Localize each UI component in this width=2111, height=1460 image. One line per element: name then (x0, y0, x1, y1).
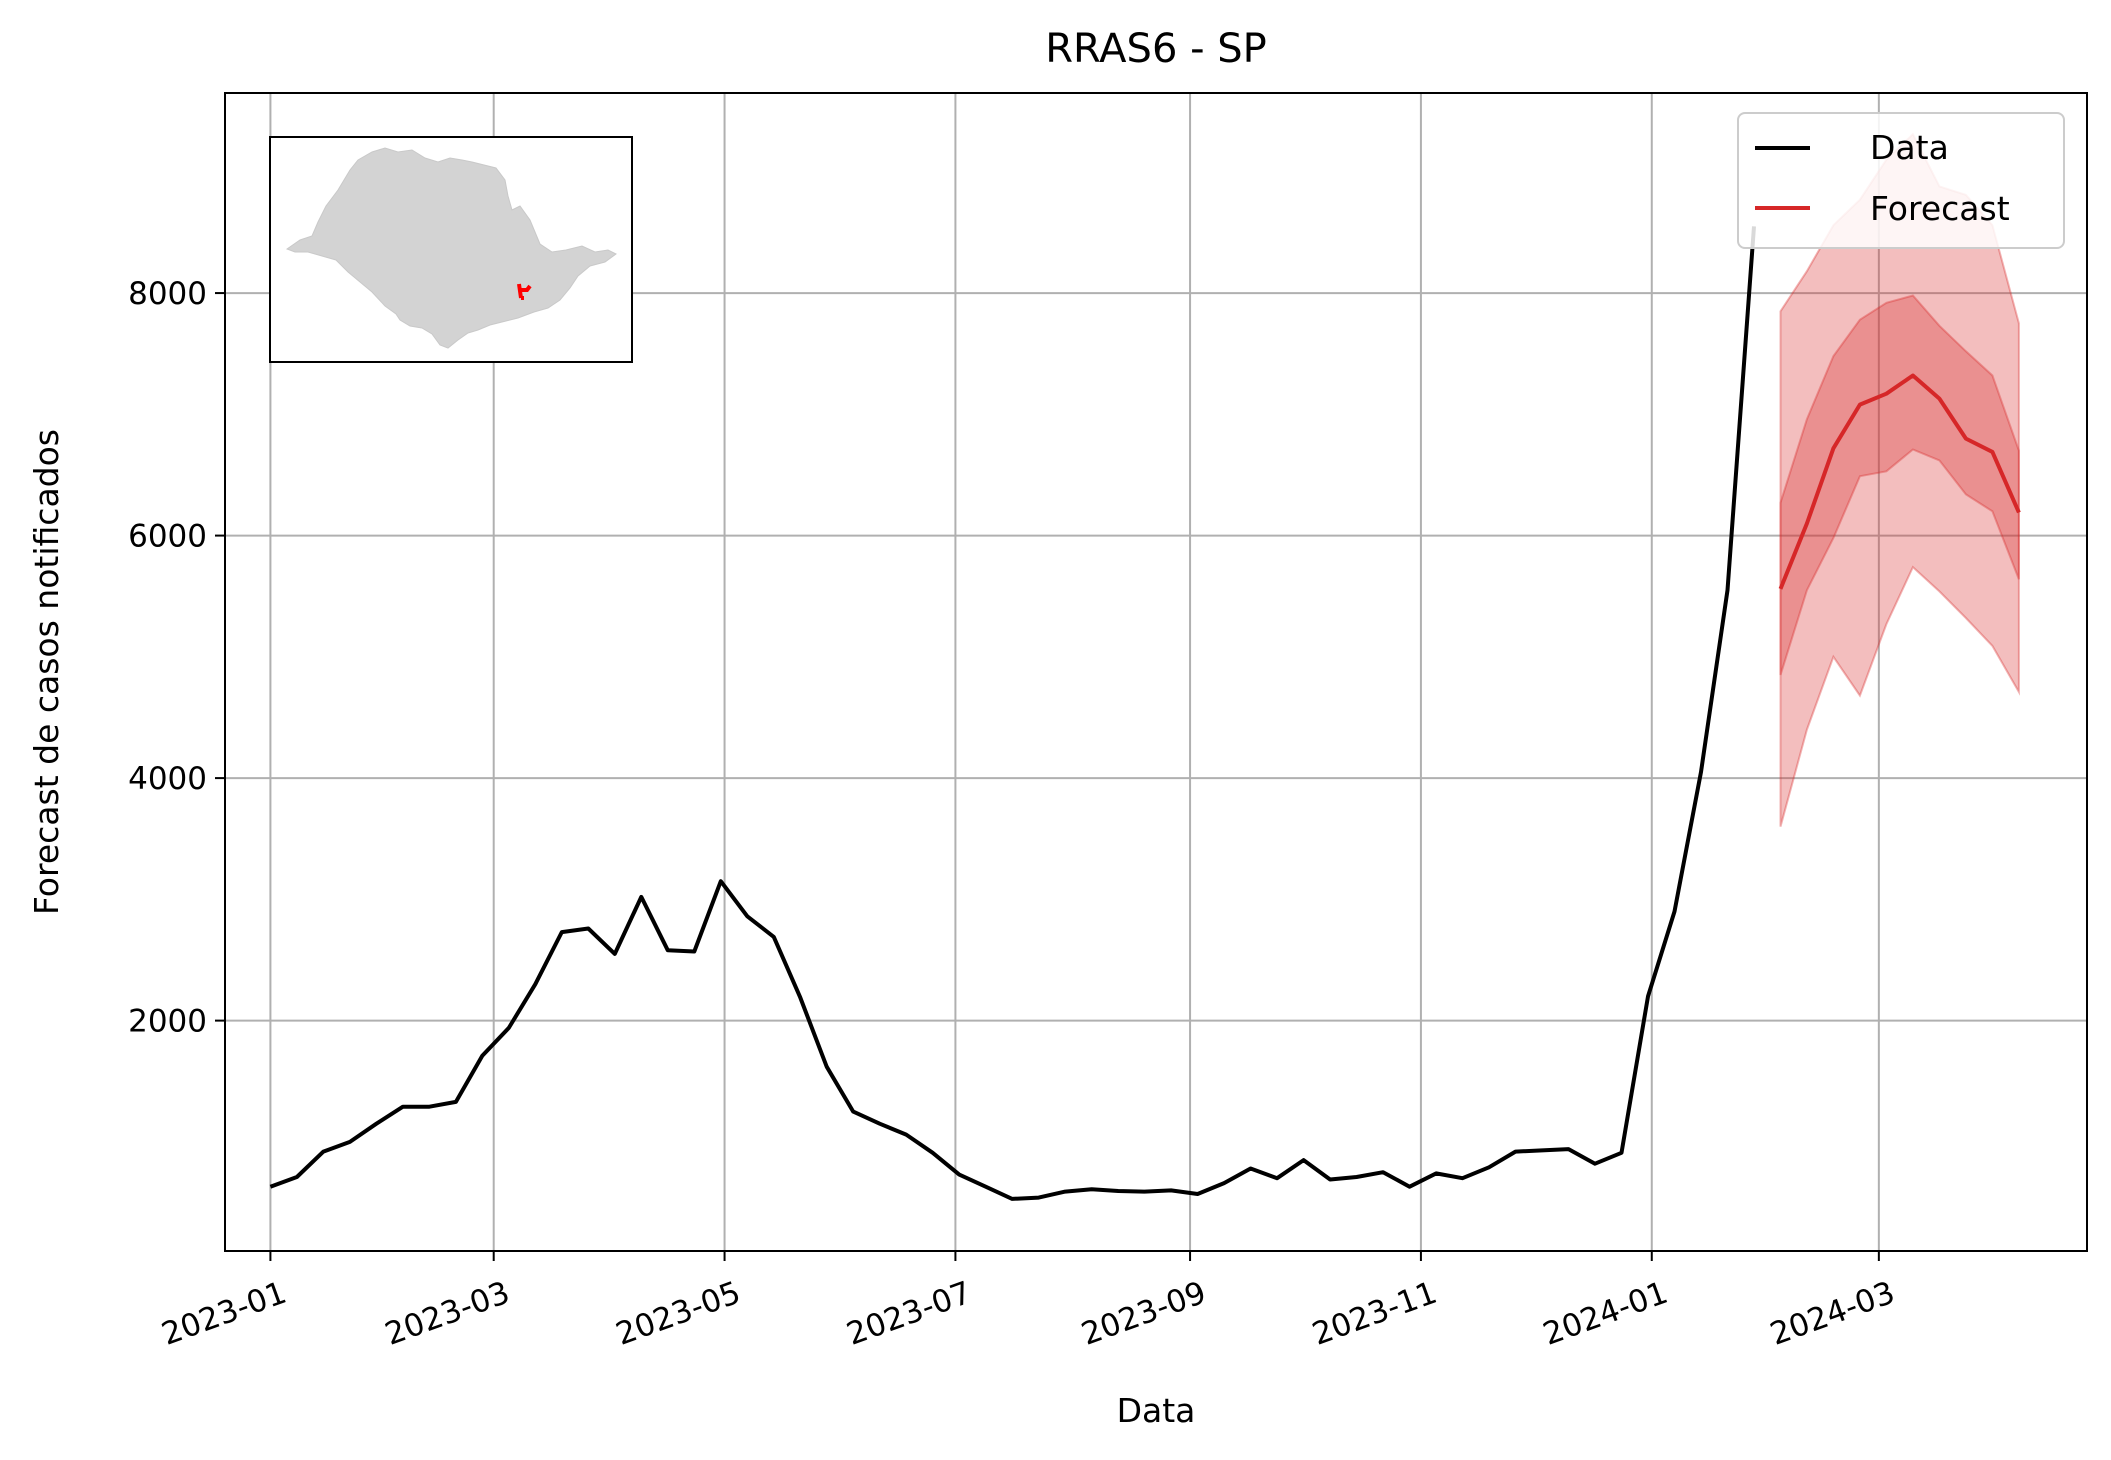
y-tick-label: 4000 (128, 761, 207, 797)
y-axis-ticks: 2000 4000 6000 8000 (128, 276, 225, 1040)
series-line-forecast (1778, 373, 2021, 590)
x-axis-label: Data (1117, 1391, 1196, 1430)
y-tick-label: 8000 (128, 276, 207, 312)
y-tick-label: 6000 (128, 519, 207, 555)
y-gridlines (225, 292, 2087, 1022)
x-gridlines (269, 93, 1880, 1251)
series-lines (269, 226, 2021, 1201)
legend-box (1737, 112, 2065, 249)
region-highlight (517, 283, 532, 300)
legend-label-data: Data (1870, 128, 1949, 167)
inset-map (269, 136, 633, 363)
y-tick-label: 2000 (128, 1004, 207, 1040)
legend: Data Forecast (1737, 112, 2065, 249)
state-map-shape (285, 147, 617, 349)
legend-label-forecast: Forecast (1870, 189, 2010, 228)
series-line-data (269, 226, 1756, 1201)
y-axis-label: Forecast de casos notificados (27, 429, 66, 915)
plot-frame (224, 92, 2088, 1252)
chart-title: RRAS6 - SP (1045, 26, 1267, 72)
forecast-band-inner (1779, 294, 2020, 676)
forecast-bands (1779, 132, 2020, 827)
